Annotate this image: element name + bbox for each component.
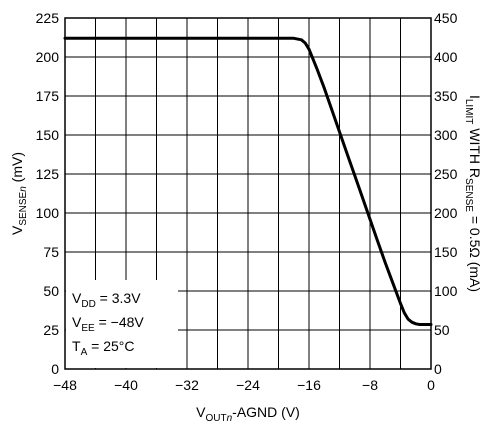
annotation-vdd: VDD = 3.3V [72, 290, 141, 310]
series-layer [63, 36, 433, 326]
annotation-vee: VEE = −48V [72, 314, 144, 334]
y-tick-label: 25 [43, 322, 59, 338]
y-tick-label: 150 [36, 127, 60, 143]
y-tick-label: 75 [43, 244, 59, 260]
x-tick-labels: −48 −40 −32 −24 −16 −8 0 [53, 377, 435, 393]
y2-tick-label: 200 [434, 205, 458, 221]
x-axis-title: VOUTn-AGND (V) [196, 404, 300, 424]
annotation-ta: TA = 25°C [72, 338, 134, 358]
y-tick-label: 200 [36, 49, 60, 65]
y2-tick-labels: 0 50 100 150 200 250 300 350 400 450 [434, 10, 458, 377]
x-tick-label: −32 [175, 377, 199, 393]
y2-tick-label: 400 [434, 49, 458, 65]
y2-tick-label: 450 [434, 10, 458, 26]
y-axis-title: VSENSEn (mV) [9, 152, 29, 235]
y2-tick-label: 300 [434, 127, 458, 143]
y2-tick-label: 50 [434, 322, 450, 338]
y2-tick-label: 250 [434, 166, 458, 182]
y-tick-label: 175 [36, 88, 60, 104]
annotation-box-layer [66, 280, 178, 368]
y2-axis-title: ILIMIT WITH RSENSE = 0.5Ω (mA) [463, 95, 483, 292]
y2-tick-label: 350 [434, 88, 458, 104]
y-tick-labels: 0 25 50 75 100 125 150 175 200 225 [36, 10, 60, 377]
plot-frame [64, 17, 432, 370]
y2-tick-label: 0 [434, 361, 442, 377]
y2-tick-label: 100 [434, 283, 458, 299]
x-tick-label: −8 [362, 377, 378, 393]
x-tick-label: −48 [53, 377, 77, 393]
x-tick-label: −40 [114, 377, 138, 393]
annotation-background [66, 280, 178, 368]
y-tick-label: 125 [36, 166, 60, 182]
y-tick-label: 50 [43, 283, 59, 299]
series-line [63, 36, 433, 326]
y-tick-label: 0 [51, 361, 59, 377]
x-tick-label: 0 [427, 377, 435, 393]
y2-tick-label: 150 [434, 244, 458, 260]
y-tick-label: 100 [36, 205, 60, 221]
x-tick-label: −24 [236, 377, 260, 393]
x-tick-label: −16 [297, 377, 321, 393]
y-tick-label: 225 [36, 10, 60, 26]
